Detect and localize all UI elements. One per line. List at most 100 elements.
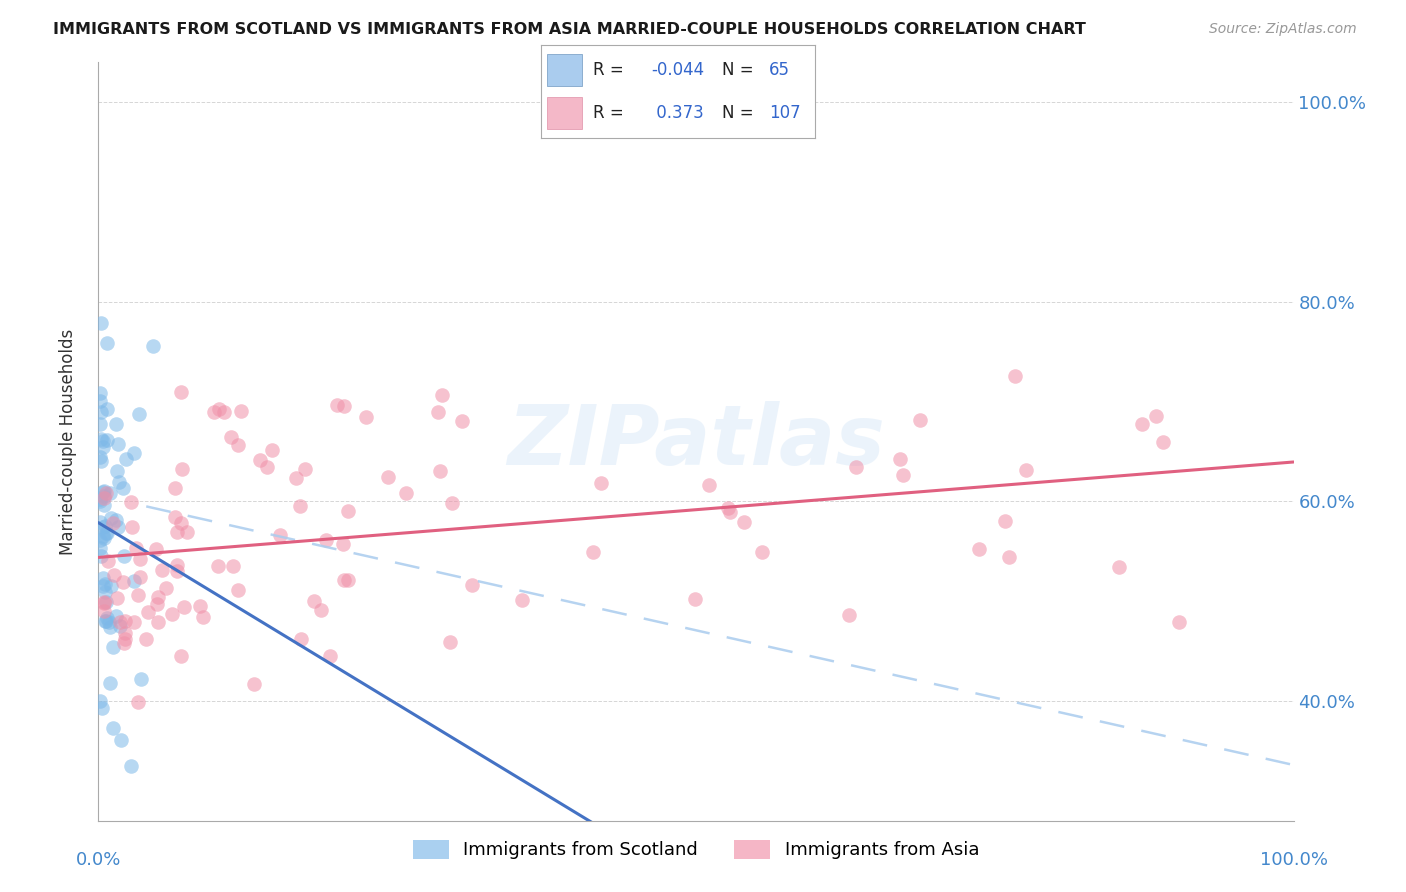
Point: [249, 452, 271, 467]
Point: [129, 551, 152, 566]
Point: [107, 520, 129, 534]
Point: [377, 470, 399, 484]
Point: [718, 504, 741, 518]
Point: [90, 316, 112, 330]
Point: [891, 467, 914, 482]
Point: [150, 563, 173, 577]
Text: -0.044: -0.044: [651, 61, 704, 78]
Point: [100, 579, 122, 593]
Point: [97, 615, 120, 630]
Point: [96, 595, 118, 609]
Point: [302, 593, 325, 607]
Point: [89, 515, 111, 529]
Point: [89, 393, 111, 408]
Point: [262, 443, 284, 458]
Point: [439, 634, 461, 648]
Point: [336, 504, 359, 518]
Point: [91, 434, 114, 449]
Point: [112, 481, 135, 495]
Point: [93, 489, 115, 503]
Point: [91, 529, 114, 543]
Point: [208, 401, 231, 416]
Point: [105, 464, 128, 478]
Point: [333, 399, 356, 413]
Point: [129, 673, 152, 687]
Text: 107: 107: [769, 104, 800, 122]
Point: [138, 605, 160, 619]
Point: [105, 591, 128, 605]
Point: [160, 607, 183, 621]
Point: [146, 615, 169, 630]
Point: [256, 459, 278, 474]
Point: [1130, 417, 1153, 431]
Point: [1108, 560, 1130, 574]
Point: [89, 494, 111, 508]
Point: [122, 615, 145, 630]
Point: [110, 615, 132, 629]
Point: [204, 405, 226, 419]
Point: [166, 564, 188, 578]
Point: [110, 732, 132, 747]
Point: [142, 338, 165, 352]
Point: [115, 451, 138, 466]
Point: [290, 632, 312, 646]
Point: [90, 549, 112, 563]
Point: [207, 558, 229, 573]
Point: [333, 573, 356, 587]
Point: [91, 578, 114, 592]
Point: [96, 433, 118, 447]
Point: [96, 611, 118, 625]
Text: N =: N =: [723, 61, 754, 78]
Point: [105, 417, 128, 432]
Point: [325, 398, 347, 412]
Point: [120, 495, 142, 509]
Point: [733, 515, 755, 529]
Point: [93, 484, 115, 499]
Point: [89, 533, 111, 547]
Point: [222, 559, 245, 574]
Point: [93, 571, 115, 585]
Point: [176, 525, 198, 540]
Point: [112, 636, 135, 650]
Point: [166, 524, 188, 539]
Point: [122, 446, 145, 460]
Point: [426, 405, 449, 419]
Point: [93, 491, 115, 505]
Point: [101, 722, 124, 736]
Bar: [547, 97, 582, 129]
Point: [93, 498, 115, 512]
Point: [128, 407, 150, 421]
Point: [91, 701, 114, 715]
Point: [243, 677, 266, 691]
Text: N =: N =: [723, 104, 754, 122]
Point: [97, 553, 120, 567]
Point: [229, 404, 252, 418]
Point: [94, 584, 117, 599]
Point: [354, 410, 377, 425]
Legend: Immigrants from Scotland, Immigrants from Asia: Immigrants from Scotland, Immigrants fro…: [404, 831, 988, 869]
Point: [98, 620, 121, 634]
Point: [170, 384, 193, 399]
Point: [214, 405, 236, 419]
Point: [114, 626, 136, 640]
Point: [994, 514, 1017, 528]
Point: [193, 609, 215, 624]
Point: [96, 336, 118, 351]
Point: [751, 544, 773, 558]
Point: [96, 614, 118, 628]
Point: [145, 542, 167, 557]
Point: [589, 475, 612, 490]
Point: [94, 614, 117, 628]
Point: [129, 569, 152, 583]
Point: [226, 583, 249, 598]
Point: [90, 454, 112, 468]
Point: [105, 513, 128, 527]
Point: [395, 486, 418, 500]
Point: [94, 526, 117, 541]
Point: [188, 599, 211, 613]
Point: [107, 475, 129, 489]
Point: [93, 595, 115, 609]
Point: [845, 459, 868, 474]
Text: 0.373: 0.373: [651, 104, 704, 122]
Point: [145, 597, 167, 611]
